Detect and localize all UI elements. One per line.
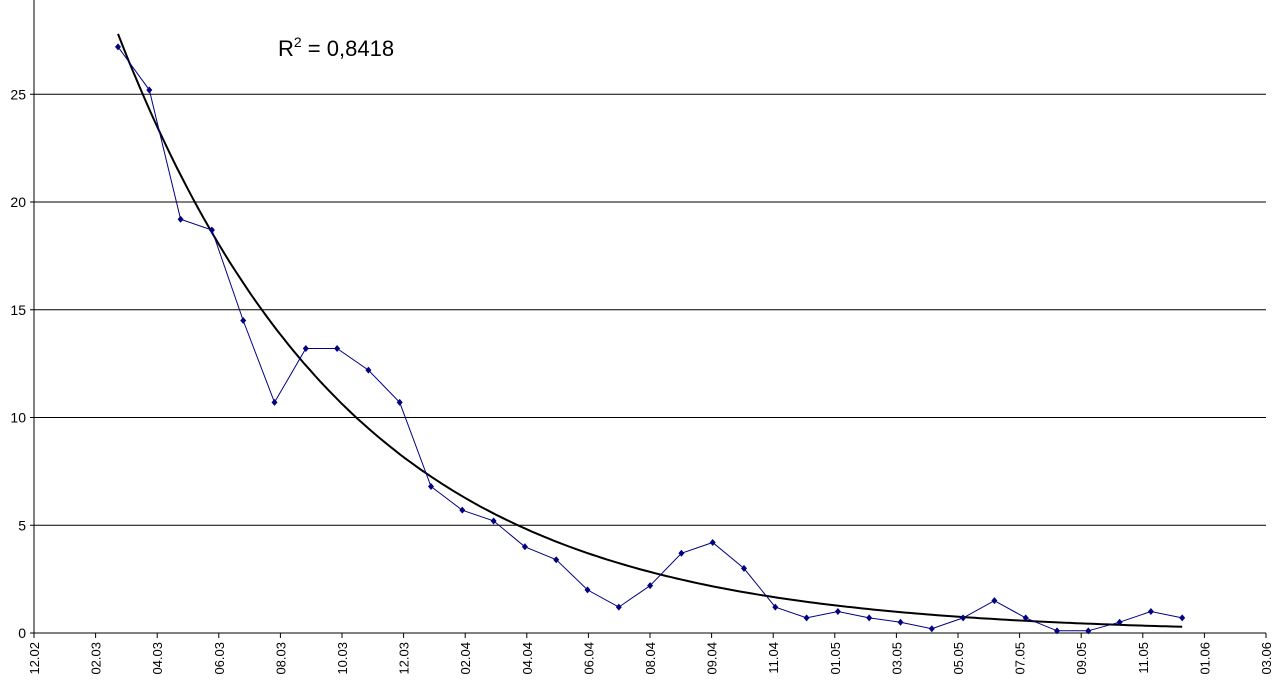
data-point [334,345,341,353]
data-series [115,43,1186,635]
data-point [177,215,184,223]
x-tick-label: 09.05 [1074,642,1089,675]
x-tick-label: 02.04 [458,642,473,675]
data-point [1054,627,1060,635]
x-tick-label: 03.05 [889,642,904,675]
x-tick-label: 01.06 [1197,642,1212,675]
data-point [866,614,873,622]
series-line [117,46,1183,632]
data-point [146,86,153,94]
x-tick-label: 09.04 [705,642,720,675]
x-tick-label: 04.04 [520,642,535,675]
x-tick-label: 04.03 [150,642,165,675]
x-tick-label: 08.04 [643,642,658,675]
y-tick-label: 10 [10,410,26,426]
y-tick-label: 0 [18,625,26,641]
data-point [459,506,466,514]
x-tick-label: 07.05 [1013,642,1028,675]
data-point [897,618,904,626]
y-tick-label: 20 [10,194,26,210]
axes [30,0,1267,638]
x-tick-label: 02.03 [89,642,104,675]
data-point [271,398,278,406]
data-point [553,556,560,564]
data-point [709,538,716,546]
data-point [240,317,247,325]
x-tick-label: 12.03 [397,642,412,675]
y-tick-label: 5 [18,517,26,533]
x-tick-label: 01.05 [828,642,843,675]
data-point [647,582,654,590]
data-point [991,597,998,605]
data-point [490,517,497,525]
y-tick-labels: 0 5 10 15 20 25 [10,86,26,641]
data-point [928,625,935,633]
data-point [1116,618,1123,626]
data-point [1022,614,1029,622]
data-point [1085,627,1092,635]
trendline [117,33,1183,628]
y-tick-label: 15 [10,302,26,318]
data-point [772,603,779,611]
data-point [615,603,622,611]
data-point [678,549,685,557]
data-point [428,482,434,490]
x-tick-label: 03.06 [1259,642,1274,675]
data-point [396,398,403,406]
x-tick-label: 11.05 [1136,642,1151,674]
data-point [960,614,967,622]
data-point [834,607,841,615]
x-tick-label: 10.03 [335,642,350,675]
data-point [115,43,121,51]
data-point [521,543,528,551]
trendline-path [117,33,1183,628]
data-point [741,564,747,572]
x-tick-label: 12.02 [27,642,42,675]
data-point [365,366,372,374]
data-point [1179,614,1186,622]
data-point [208,226,215,234]
x-tick-label: 06.03 [212,642,227,675]
r-squared-annotation: R2 = 0,8418 [278,34,394,61]
y-tick-label: 25 [10,86,26,102]
grid-lines [34,93,1266,526]
data-point [1147,607,1154,615]
x-tick-labels: 12.02 02.03 04.03 06.03 08.03 10.03 12.03 02.04… [27,642,1274,675]
x-tick-label: 11.04 [766,642,781,674]
data-point [803,614,810,622]
data-point [584,586,591,594]
x-tick-label: 08.03 [273,642,288,675]
x-tick-label: 06.04 [581,642,596,675]
x-tick-label: 05.05 [951,642,966,675]
data-point [302,345,309,353]
